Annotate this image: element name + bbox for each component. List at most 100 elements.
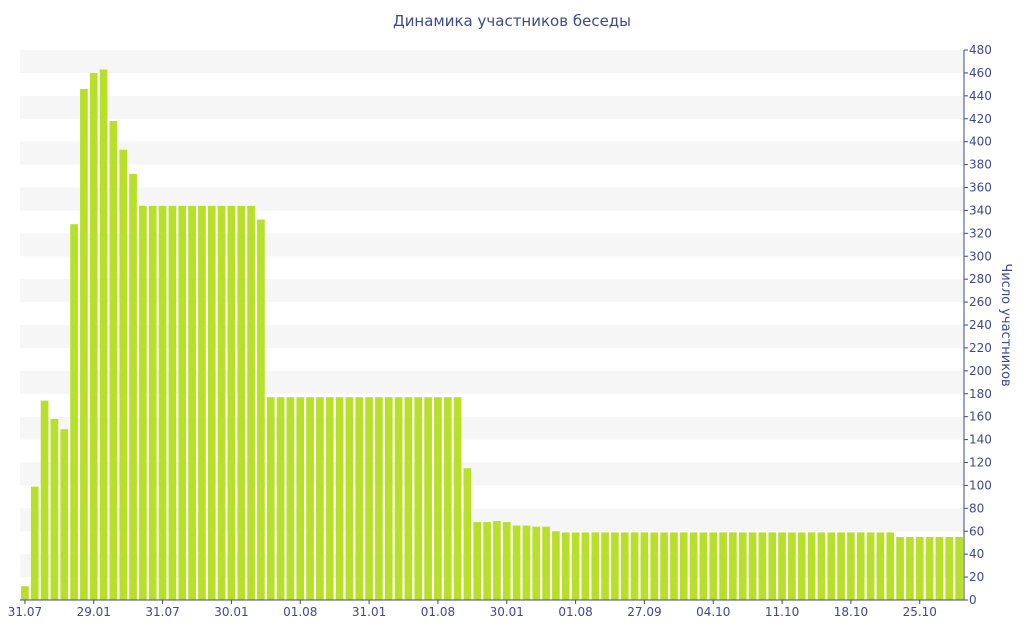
bar[interactable] (345, 397, 354, 600)
bar[interactable] (168, 205, 177, 600)
bar[interactable] (306, 397, 314, 600)
bar[interactable] (906, 536, 914, 600)
bar[interactable] (247, 205, 255, 600)
bar[interactable] (738, 532, 747, 600)
bar[interactable] (561, 532, 570, 600)
bar[interactable] (198, 205, 206, 600)
bar[interactable] (925, 536, 934, 600)
bar[interactable] (60, 429, 69, 600)
bar[interactable] (414, 397, 423, 600)
bar[interactable] (630, 532, 639, 600)
bar[interactable] (207, 205, 216, 600)
bar[interactable] (158, 205, 167, 600)
bar[interactable] (837, 532, 845, 600)
bar[interactable] (325, 397, 334, 600)
bar[interactable] (807, 532, 816, 600)
bar[interactable] (640, 532, 649, 600)
bar[interactable] (502, 522, 511, 600)
bar[interactable] (532, 526, 541, 600)
bar[interactable] (876, 532, 885, 600)
bar[interactable] (817, 532, 826, 600)
bar[interactable] (257, 219, 265, 600)
bar[interactable] (797, 532, 806, 600)
bar[interactable] (581, 532, 590, 600)
bar[interactable] (139, 205, 147, 600)
bar[interactable] (601, 532, 609, 600)
bar[interactable] (80, 88, 88, 601)
bar[interactable] (483, 522, 491, 600)
bar[interactable] (50, 418, 59, 600)
bar[interactable] (365, 397, 373, 600)
bar[interactable] (384, 397, 393, 600)
bar[interactable] (129, 173, 137, 600)
bar[interactable] (709, 532, 718, 600)
bar[interactable] (591, 532, 600, 600)
bar[interactable] (611, 532, 619, 600)
bar[interactable] (443, 397, 452, 600)
bar[interactable] (99, 69, 108, 601)
bar[interactable] (650, 532, 659, 600)
bar[interactable] (945, 536, 954, 600)
bar[interactable] (119, 149, 128, 600)
y-tick-label: 100 (969, 478, 992, 492)
bar[interactable] (886, 532, 895, 600)
bar[interactable] (679, 532, 688, 600)
bar[interactable] (896, 536, 904, 600)
bar[interactable] (915, 536, 924, 600)
bar[interactable] (424, 397, 432, 600)
bar[interactable] (316, 397, 324, 600)
bar[interactable] (522, 525, 531, 600)
bar[interactable] (670, 532, 678, 600)
bar[interactable] (217, 205, 226, 600)
bar[interactable] (847, 532, 855, 600)
bar[interactable] (552, 531, 560, 600)
bar[interactable] (178, 205, 187, 600)
bar[interactable] (453, 397, 462, 600)
bar[interactable] (21, 586, 29, 600)
bar[interactable] (375, 397, 383, 600)
bar[interactable] (512, 525, 521, 600)
bar[interactable] (729, 532, 737, 600)
bar[interactable] (296, 397, 305, 600)
bar[interactable] (866, 532, 875, 600)
bar[interactable] (827, 532, 836, 600)
bar[interactable] (355, 397, 364, 600)
bar[interactable] (30, 486, 39, 600)
bar[interactable] (404, 397, 413, 600)
bar[interactable] (542, 526, 550, 600)
bar[interactable] (778, 532, 786, 600)
bar[interactable] (394, 397, 403, 600)
bar[interactable] (955, 536, 963, 600)
bar[interactable] (148, 205, 157, 600)
bar[interactable] (70, 224, 78, 601)
bar[interactable] (40, 400, 49, 601)
bar[interactable] (856, 532, 865, 600)
x-tick-label: 31.07 (8, 605, 42, 619)
bar[interactable] (266, 397, 275, 600)
y-tick-label: 360 (969, 181, 992, 195)
bar[interactable] (768, 532, 777, 600)
bar[interactable] (109, 121, 118, 600)
bar[interactable] (188, 205, 196, 600)
bar[interactable] (620, 532, 629, 600)
bar[interactable] (571, 532, 580, 600)
bar[interactable] (463, 468, 472, 600)
bar[interactable] (335, 397, 344, 600)
bar[interactable] (237, 205, 246, 600)
y-tick-label: 40 (969, 547, 984, 561)
bar[interactable] (473, 522, 482, 600)
bar[interactable] (719, 532, 727, 600)
bar[interactable] (660, 532, 668, 600)
bar[interactable] (493, 520, 501, 600)
bar[interactable] (227, 205, 236, 600)
bar[interactable] (434, 397, 442, 600)
bar[interactable] (758, 532, 767, 600)
bar[interactable] (788, 532, 796, 600)
bar[interactable] (699, 532, 708, 600)
bar[interactable] (286, 397, 295, 600)
bar[interactable] (89, 72, 98, 601)
bar[interactable] (276, 397, 285, 600)
bar[interactable] (935, 536, 944, 600)
bar[interactable] (689, 532, 698, 600)
bar[interactable] (748, 532, 757, 600)
